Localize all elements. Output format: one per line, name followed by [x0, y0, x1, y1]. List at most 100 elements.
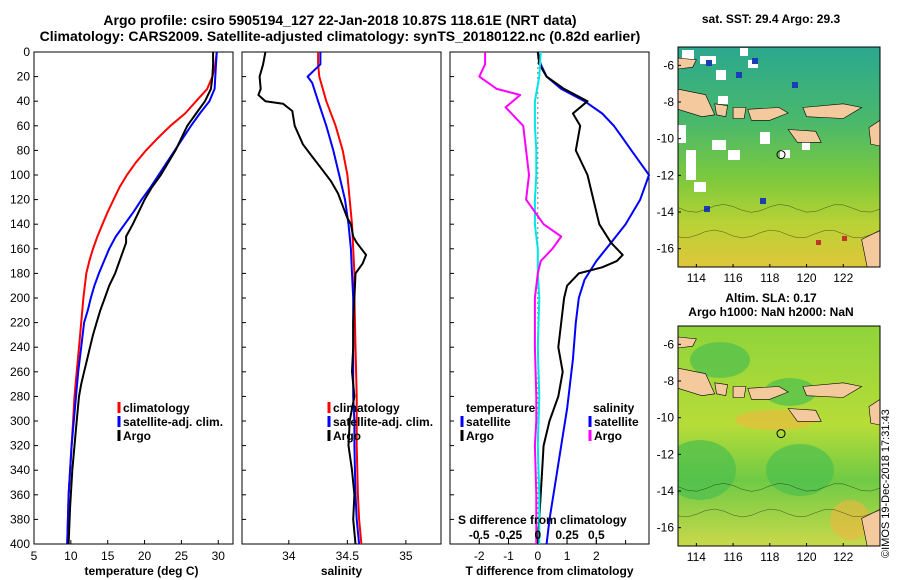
bali-island — [714, 382, 728, 397]
timor-island — [868, 119, 880, 147]
altimetry-map-subtitle: Argo h1000: NaN h2000: NaN — [688, 305, 854, 319]
x-axis-label-salinity: salinity — [321, 564, 363, 578]
sumba-island — [787, 408, 822, 422]
map-x-tick-label: 120 — [797, 550, 817, 564]
map-x-tick-label: 114 — [687, 271, 706, 285]
cloud-gap — [718, 96, 728, 104]
timor-island — [868, 398, 880, 426]
map-y-tick-label: -8 — [663, 374, 674, 388]
java-island — [678, 367, 716, 396]
map-y-tick-label: -12 — [657, 168, 675, 182]
x-tick-label: 1 — [564, 549, 571, 563]
x-tick-label: 2 — [593, 549, 600, 563]
sumbawa-island — [747, 107, 789, 121]
y-tick-label: 380 — [10, 512, 30, 526]
cloud-gap — [712, 140, 726, 150]
page-subtitle: Climatology: CARS2009. Satellite-adjuste… — [39, 28, 641, 44]
map-x-tick-label: 122 — [833, 271, 853, 285]
y-tick-label: 120 — [10, 193, 30, 207]
bathymetry-contour — [678, 508, 880, 518]
cloud-gap — [740, 48, 748, 56]
legend-label: Argo — [123, 429, 151, 443]
map-x-tick-label: 122 — [833, 550, 853, 564]
madura-island — [678, 57, 697, 70]
cloud-gap — [716, 70, 726, 80]
legend-label: satellite-adj. clim. — [333, 415, 433, 429]
sumbawa-island — [747, 386, 789, 400]
series-line-black — [536, 51, 624, 545]
y-tick-label: 280 — [10, 389, 30, 403]
cloud-gap — [728, 150, 740, 160]
lombok-island — [732, 107, 747, 119]
map-y-tick-label: -10 — [657, 132, 675, 146]
difference-panel-frame — [449, 51, 650, 545]
cloud-gap — [694, 182, 706, 192]
y-tick-label: 260 — [10, 365, 30, 379]
cold-patch — [792, 82, 798, 88]
map-y-tick-label: -8 — [663, 95, 674, 109]
sla-low — [690, 342, 750, 378]
x-axis-label-difference: T difference from climatology — [465, 564, 633, 578]
series-line-cyan — [533, 51, 542, 544]
y-tick-label: 80 — [17, 143, 31, 157]
legend-label: climatology — [333, 401, 400, 415]
temperature-panel-frame — [33, 51, 234, 545]
y-tick-label: 180 — [10, 266, 30, 280]
legend-label: Argo — [594, 429, 622, 443]
y-tick-label: 40 — [17, 94, 31, 108]
sumba-island — [787, 129, 822, 143]
map-y-tick-label: -14 — [657, 205, 675, 219]
x-tick-label: 30 — [212, 549, 226, 563]
bali-island — [714, 103, 728, 118]
y-tick-label: 360 — [10, 488, 30, 502]
difference-series — [478, 51, 650, 545]
sla-low — [766, 444, 834, 496]
bathymetry-contour — [678, 204, 880, 213]
series-line-black — [257, 51, 368, 545]
series-line-black — [67, 52, 215, 545]
legend-label: satellite — [466, 415, 511, 429]
sla-map-frame — [677, 325, 881, 547]
legend-label: Argo — [466, 429, 494, 443]
series-line-blue — [306, 52, 361, 545]
x-tick-label: 10 — [64, 549, 78, 563]
cloud-gap — [682, 50, 694, 60]
salinity-panel-frame — [241, 51, 442, 545]
y-tick-label: 140 — [10, 217, 30, 231]
cold-patch — [736, 72, 742, 78]
top-tick-label: 0.25 — [555, 528, 579, 542]
x-tick-label: 20 — [138, 549, 152, 563]
cloud-gap — [686, 150, 696, 180]
legend-label: satellite-adj. clim. — [123, 415, 223, 429]
x-tick-label: 5 — [31, 549, 38, 563]
x-axis-label-temperature: temperature (deg C) — [84, 564, 198, 578]
map-y-tick-label: -6 — [663, 337, 674, 351]
sla-low — [764, 378, 816, 406]
warm-patch — [842, 236, 847, 241]
legend-label: satellite — [594, 415, 639, 429]
bathymetry-contour — [678, 483, 880, 492]
cold-patch — [706, 60, 712, 66]
temperature-series — [66, 51, 218, 545]
series-line-blue — [536, 51, 650, 545]
x-tick-label: -1 — [503, 549, 514, 563]
x-tick-label: 34 — [282, 549, 296, 563]
map-x-tick-label: 118 — [760, 550, 779, 564]
y-tick-label: 240 — [10, 340, 30, 354]
y-tick-label: 100 — [10, 168, 30, 182]
top-tick-label: -0.5 — [469, 528, 490, 542]
y-tick-label: 340 — [10, 463, 30, 477]
top-axis-label: S difference from climatology — [458, 513, 627, 527]
map-y-tick-label: -16 — [657, 521, 675, 535]
y-tick-label: 20 — [17, 70, 31, 84]
legend-label: climatology — [123, 401, 190, 415]
x-tick-label: 34.5 — [336, 549, 360, 563]
sla-map — [678, 326, 880, 546]
map-y-tick-label: -14 — [657, 484, 675, 498]
map-y-tick-label: -10 — [657, 411, 675, 425]
series-line-red — [66, 51, 218, 545]
top-tick-label: 0.5 — [588, 528, 605, 542]
x-tick-label: 25 — [175, 549, 189, 563]
y-tick-label: 160 — [10, 242, 30, 256]
